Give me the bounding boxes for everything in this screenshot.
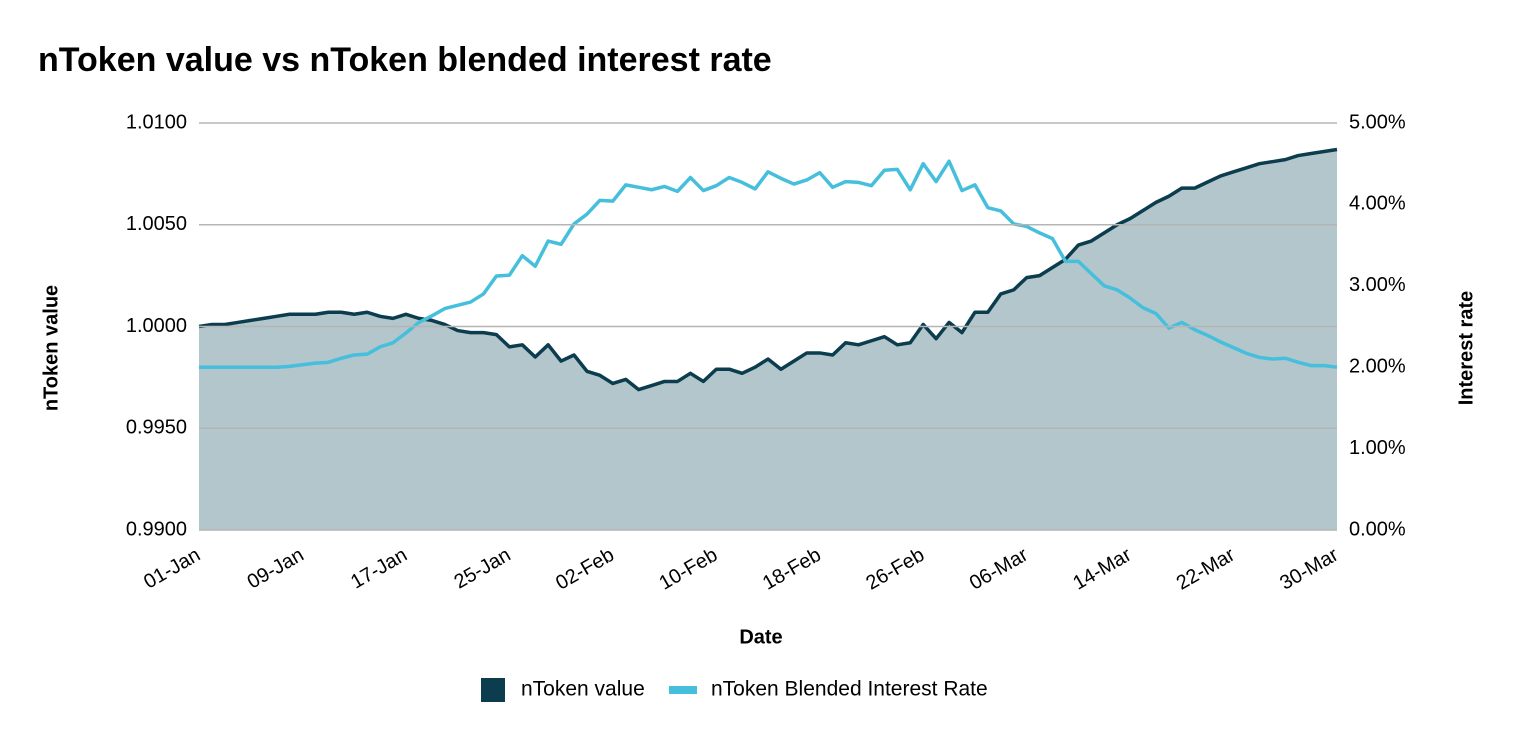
y-axis-title: nToken value <box>40 285 62 411</box>
legend-swatch <box>669 686 697 694</box>
area <box>199 149 1337 530</box>
y-tick-label: 1.0050 <box>126 213 187 235</box>
x-tick-label: 30-Mar <box>1276 544 1342 595</box>
x-tick-label: 10-Feb <box>656 544 722 595</box>
x-tick-label: 17-Jan <box>347 544 411 594</box>
grid <box>199 122 1337 531</box>
y2-tick-label: 4.00% <box>1349 193 1406 215</box>
x-tick-label: 18-Feb <box>759 544 825 595</box>
y2-axis-title: Interest rate <box>1455 291 1477 406</box>
x-tick-label: 06-Mar <box>966 544 1032 595</box>
x-tick-label: 14-Mar <box>1069 544 1135 595</box>
legend-swatch <box>481 678 505 702</box>
y-tick-label: 0.9900 <box>126 518 187 540</box>
legend-label: nToken value <box>521 678 645 701</box>
chart-title: nToken value vs nToken blended interest … <box>38 41 772 79</box>
y2-tick-label: 0.00% <box>1349 518 1406 540</box>
y2-tick-label: 5.00% <box>1349 111 1406 133</box>
x-tick-label: 02-Feb <box>552 544 618 595</box>
x-tick-label: 22-Mar <box>1173 544 1239 595</box>
x-tick-label: 26-Feb <box>862 544 928 595</box>
x-tick-label: 09-Jan <box>244 544 308 594</box>
x-axis-title: Date <box>739 626 782 648</box>
x-tick-label: 01-Jan <box>140 544 204 594</box>
legend: nToken value nToken Blended Interest Rate <box>481 678 988 702</box>
y2-tick-label: 2.00% <box>1349 355 1406 377</box>
y-tick-label: 1.0100 <box>126 111 187 133</box>
x-tick-label: 25-Jan <box>451 544 515 594</box>
y2-tick-label: 3.00% <box>1349 274 1406 296</box>
plot <box>198 147 1338 530</box>
y2-tick-label: 1.00% <box>1349 437 1406 459</box>
line <box>198 147 1338 392</box>
legend-label: nToken Blended Interest Rate <box>711 678 988 701</box>
y-tick-label: 0.9950 <box>126 417 187 439</box>
y-tick-label: 1.0000 <box>126 315 187 337</box>
line <box>199 159 1338 369</box>
